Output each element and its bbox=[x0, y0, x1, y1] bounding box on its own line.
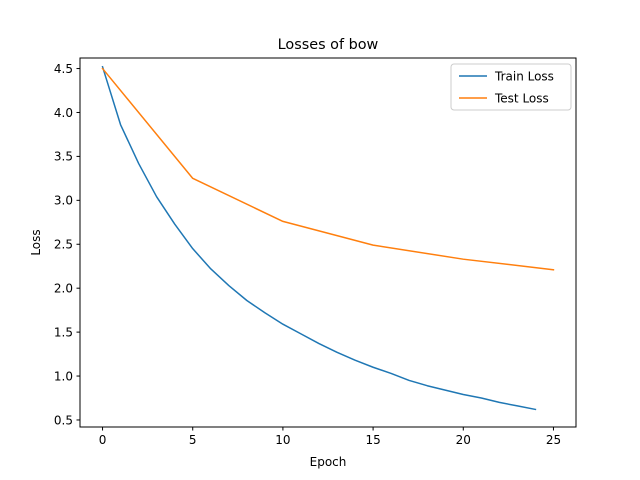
y-tick-label: 4.5 bbox=[54, 62, 73, 76]
y-tick-label: 2.5 bbox=[54, 238, 73, 252]
y-axis: 0.5 1.0 1.5 2.0 2.5 3.0 3.5 4.0 4.5 bbox=[54, 62, 80, 427]
x-axis: 0 5 10 15 20 25 bbox=[99, 427, 561, 447]
series-line-train-loss bbox=[101, 65, 537, 411]
y-tick-label: 2.0 bbox=[54, 281, 73, 295]
x-tick-label: 10 bbox=[275, 433, 290, 447]
legend-label: Train Loss bbox=[494, 69, 554, 83]
y-tick-label: 0.5 bbox=[54, 413, 73, 427]
legend-label: Test Loss bbox=[494, 91, 549, 105]
legend: Train Loss Test Loss bbox=[450, 63, 572, 111]
series-line-test-loss bbox=[101, 67, 555, 271]
plot-frame bbox=[79, 57, 577, 428]
x-tick-label: 20 bbox=[456, 433, 471, 447]
plot-area: 0 5 10 15 20 25 0.5 1.0 1.5 2.0 2.5 3.0 3.5 4.0 4.5 bbox=[54, 57, 577, 447]
x-tick-label: 5 bbox=[189, 433, 197, 447]
chart-title: Losses of bow bbox=[278, 37, 379, 53]
series-layer bbox=[101, 65, 555, 411]
y-tick-label: 4.0 bbox=[54, 106, 73, 120]
x-tick-label: 25 bbox=[546, 433, 561, 447]
y-tick-label: 3.5 bbox=[54, 150, 73, 164]
x-tick-label: 15 bbox=[365, 433, 380, 447]
x-tick-label: 0 bbox=[99, 433, 107, 447]
y-tick-label: 1.5 bbox=[54, 325, 73, 339]
y-axis-label: Loss bbox=[29, 229, 43, 255]
y-tick-label: 1.0 bbox=[54, 369, 73, 383]
y-tick-label: 3.0 bbox=[54, 194, 73, 208]
x-axis-label: Epoch bbox=[310, 455, 347, 469]
plot-background bbox=[80, 58, 576, 427]
